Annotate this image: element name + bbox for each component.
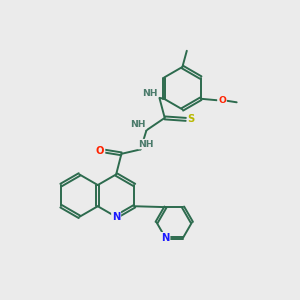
Text: NH: NH: [130, 120, 146, 129]
Text: N: N: [112, 212, 120, 222]
Text: S: S: [188, 114, 195, 124]
Text: NH: NH: [138, 140, 154, 148]
Text: O: O: [96, 146, 104, 156]
Text: O: O: [218, 96, 226, 105]
Text: N: N: [161, 233, 170, 243]
Text: NH: NH: [142, 89, 158, 98]
